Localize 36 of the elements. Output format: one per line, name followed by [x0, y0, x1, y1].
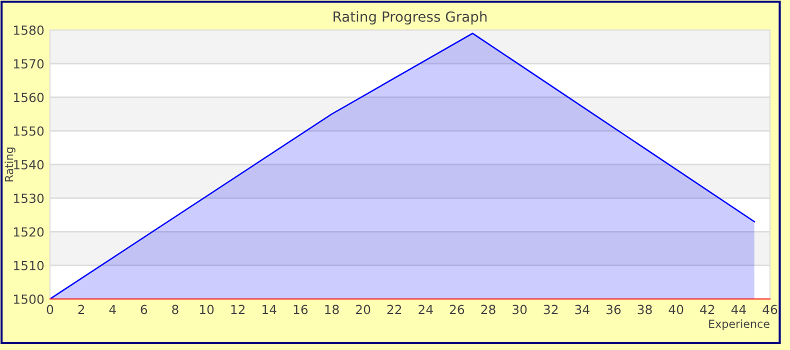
x-tick-label: 2 — [78, 304, 84, 314]
x-tick-label: 38 — [638, 304, 652, 314]
x-tick-label: 8 — [172, 304, 178, 314]
x-tick-label: 28 — [481, 304, 496, 314]
x-tick-label: 34 — [575, 304, 590, 314]
x-tick-label: 24 — [418, 304, 433, 314]
x-tick-label: 22 — [387, 304, 402, 314]
y-tick-label: 1570 — [14, 59, 44, 69]
x-tick-label: 46 — [762, 304, 778, 314]
x-tick-label: 12 — [231, 304, 245, 314]
x-tick-label: 16 — [294, 304, 308, 314]
y-tick-label: 1510 — [14, 260, 44, 270]
y-tick-label: 1530 — [14, 194, 44, 204]
y-tick-label: 1560 — [14, 92, 44, 102]
x-tick-label: 10 — [200, 304, 214, 314]
x-tick-label: 6 — [140, 304, 148, 314]
x-tick-label: 18 — [325, 304, 339, 314]
y-tick-label: 1550 — [14, 126, 44, 136]
y-tick-label: 1580 — [14, 25, 44, 35]
y-tick-label: 1540 — [14, 160, 44, 170]
x-tick-label: 36 — [606, 304, 621, 314]
x-tick-label: 32 — [544, 304, 558, 314]
x-tick-label: 0 — [46, 304, 54, 314]
x-tick-label: 40 — [668, 304, 684, 314]
y-tick-label: 1500 — [14, 294, 44, 304]
x-tick-label: 26 — [450, 304, 464, 314]
x-tick-label: 20 — [356, 304, 370, 314]
y-tick-label: 1520 — [14, 227, 44, 237]
x-tick-label: 4 — [109, 304, 116, 314]
x-axis-title: Experience — [709, 319, 770, 330]
x-tick-label: 44 — [731, 304, 746, 314]
chart-title: Rating Progress Graph — [334, 11, 487, 25]
x-tick-label: 14 — [262, 304, 276, 314]
y-axis-title: Rating — [4, 148, 16, 182]
x-tick-label: 30 — [512, 304, 527, 314]
x-tick-label: 42 — [700, 304, 714, 314]
